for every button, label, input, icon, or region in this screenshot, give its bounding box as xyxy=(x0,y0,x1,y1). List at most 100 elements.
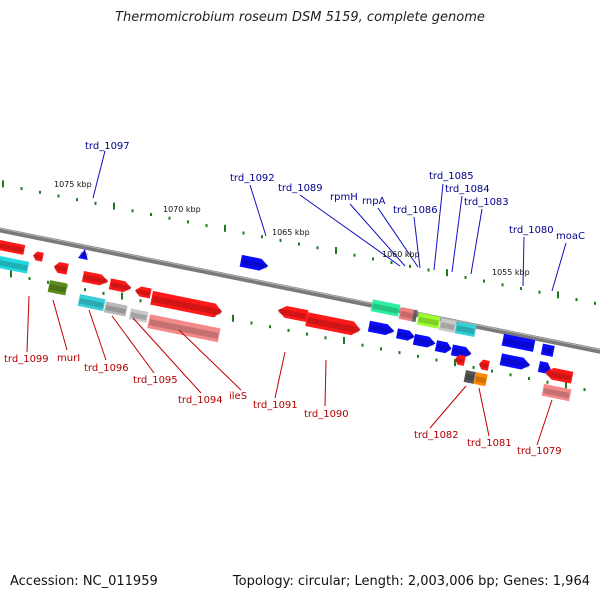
gene-feature-shape xyxy=(499,353,531,370)
gene-feature-shade xyxy=(241,258,268,270)
gene-label[interactable]: trd_1083 xyxy=(464,197,509,208)
gene-label[interactable]: trd_1085 xyxy=(429,171,474,182)
gene-feature xyxy=(277,305,309,323)
label-leader-line xyxy=(299,194,401,267)
gene-feature xyxy=(135,286,152,299)
gene-label[interactable]: rnpA xyxy=(362,196,386,207)
gene-feature-shape xyxy=(479,359,490,371)
gene-feature xyxy=(77,294,106,312)
gene-label[interactable]: trd_1084 xyxy=(445,184,490,195)
scale-tick xyxy=(575,298,578,302)
scale-tick xyxy=(2,180,4,188)
gene-feature-shape xyxy=(239,254,269,271)
gene-feature xyxy=(0,239,26,255)
scale-label: 1065 kbp xyxy=(272,228,310,237)
scale-tick xyxy=(372,257,374,261)
gene-label[interactable]: trd_1092 xyxy=(230,173,275,184)
gene-feature-shape xyxy=(540,343,555,357)
label-leader-line xyxy=(377,207,419,268)
gene-label[interactable]: trd_1096 xyxy=(84,363,129,374)
scale-tick xyxy=(546,380,549,384)
scale-tick xyxy=(57,194,60,198)
gene-feature-shade xyxy=(501,357,530,369)
gene-feature-shape xyxy=(367,320,395,336)
backbone-highlight xyxy=(0,227,600,351)
gene-feature-shade xyxy=(503,337,534,350)
gene-feature xyxy=(370,299,401,317)
gene-label[interactable]: ileS xyxy=(229,391,247,402)
gene-label[interactable]: trd_1080 xyxy=(509,225,554,236)
label-leader-line xyxy=(536,399,553,446)
gene-feature-shape xyxy=(78,249,88,260)
scale-tick xyxy=(538,290,541,294)
gene-label[interactable]: trd_1091 xyxy=(253,400,298,411)
scale-tick xyxy=(557,291,559,299)
gene-feature-shade xyxy=(400,311,413,319)
scale-tick xyxy=(205,224,208,228)
gene-feature-shape xyxy=(463,370,476,384)
gene-label[interactable]: moaC xyxy=(556,231,585,242)
gene-feature-shape xyxy=(81,270,109,286)
gene-feature-shape xyxy=(454,321,477,338)
scale-tick xyxy=(47,280,49,284)
gene-feature-shade xyxy=(49,284,66,293)
gene-feature-shape xyxy=(450,344,472,358)
gene-feature-shade xyxy=(440,322,455,331)
gene-label[interactable]: trd_1089 xyxy=(278,183,323,194)
gene-feature xyxy=(128,308,149,323)
scale-tick xyxy=(483,279,485,283)
scale-label: 1075 kbp xyxy=(54,180,92,189)
gene-label[interactable]: rpmH xyxy=(330,192,358,203)
label-leader-line xyxy=(111,315,155,374)
gene-feature-shade xyxy=(414,337,435,347)
gene-feature-shade xyxy=(151,295,222,316)
gene-feature-shade xyxy=(79,298,104,309)
gene-feature-shade xyxy=(110,282,131,291)
scale-tick xyxy=(102,291,105,295)
gene-feature-shape xyxy=(416,312,441,329)
label-leader-line xyxy=(413,216,421,269)
gene-label[interactable]: murI xyxy=(57,353,80,364)
gene-label[interactable]: trd_1082 xyxy=(414,430,459,441)
gene-feature-shade xyxy=(455,357,465,364)
gene-feature xyxy=(78,249,89,260)
gene-feature xyxy=(47,280,68,296)
scale-tick xyxy=(187,220,189,224)
gene-feature-shape xyxy=(0,254,30,274)
gene-feature xyxy=(501,333,536,352)
gene-feature xyxy=(463,370,476,384)
gene-label[interactable]: trd_1081 xyxy=(467,438,512,449)
accession-text: Accession: NC_011959 xyxy=(10,574,158,589)
gene-feature xyxy=(305,312,361,336)
scale-tick xyxy=(446,269,448,277)
gene-label[interactable]: trd_1090 xyxy=(304,409,349,420)
gene-feature-shade xyxy=(539,364,551,372)
scale-tick xyxy=(139,299,142,303)
gene-feature-shade xyxy=(436,343,451,352)
scale-tick xyxy=(269,325,271,329)
scale-tick xyxy=(250,321,253,325)
gene-label[interactable]: trd_1079 xyxy=(517,446,562,457)
gene-feature xyxy=(103,301,128,317)
scale-tick xyxy=(150,213,152,216)
gene-label[interactable]: trd_1086 xyxy=(393,205,438,216)
gene-label[interactable]: trd_1097 xyxy=(85,141,130,152)
scale-label: 1070 kbp xyxy=(163,205,201,214)
gene-feature-shape xyxy=(412,333,436,348)
label-leader-line xyxy=(451,195,463,273)
gene-label[interactable]: trd_1099 xyxy=(4,354,49,365)
scale-tick xyxy=(343,337,345,344)
gene-feature-shape xyxy=(0,239,26,255)
gene-label[interactable]: trd_1094 xyxy=(178,395,223,406)
gene-feature-shape xyxy=(455,354,466,366)
scale-tick xyxy=(454,359,456,367)
gene-feature-shade xyxy=(418,316,439,326)
gene-feature-shape xyxy=(277,305,309,323)
gene-feature xyxy=(434,340,452,354)
gene-feature xyxy=(479,359,490,371)
scale-tick xyxy=(20,187,23,191)
gene-feature-shade xyxy=(369,324,394,335)
gene-label[interactable]: trd_1095 xyxy=(133,375,178,386)
gene-feature xyxy=(455,354,466,366)
gene-feature-shape xyxy=(150,290,223,318)
